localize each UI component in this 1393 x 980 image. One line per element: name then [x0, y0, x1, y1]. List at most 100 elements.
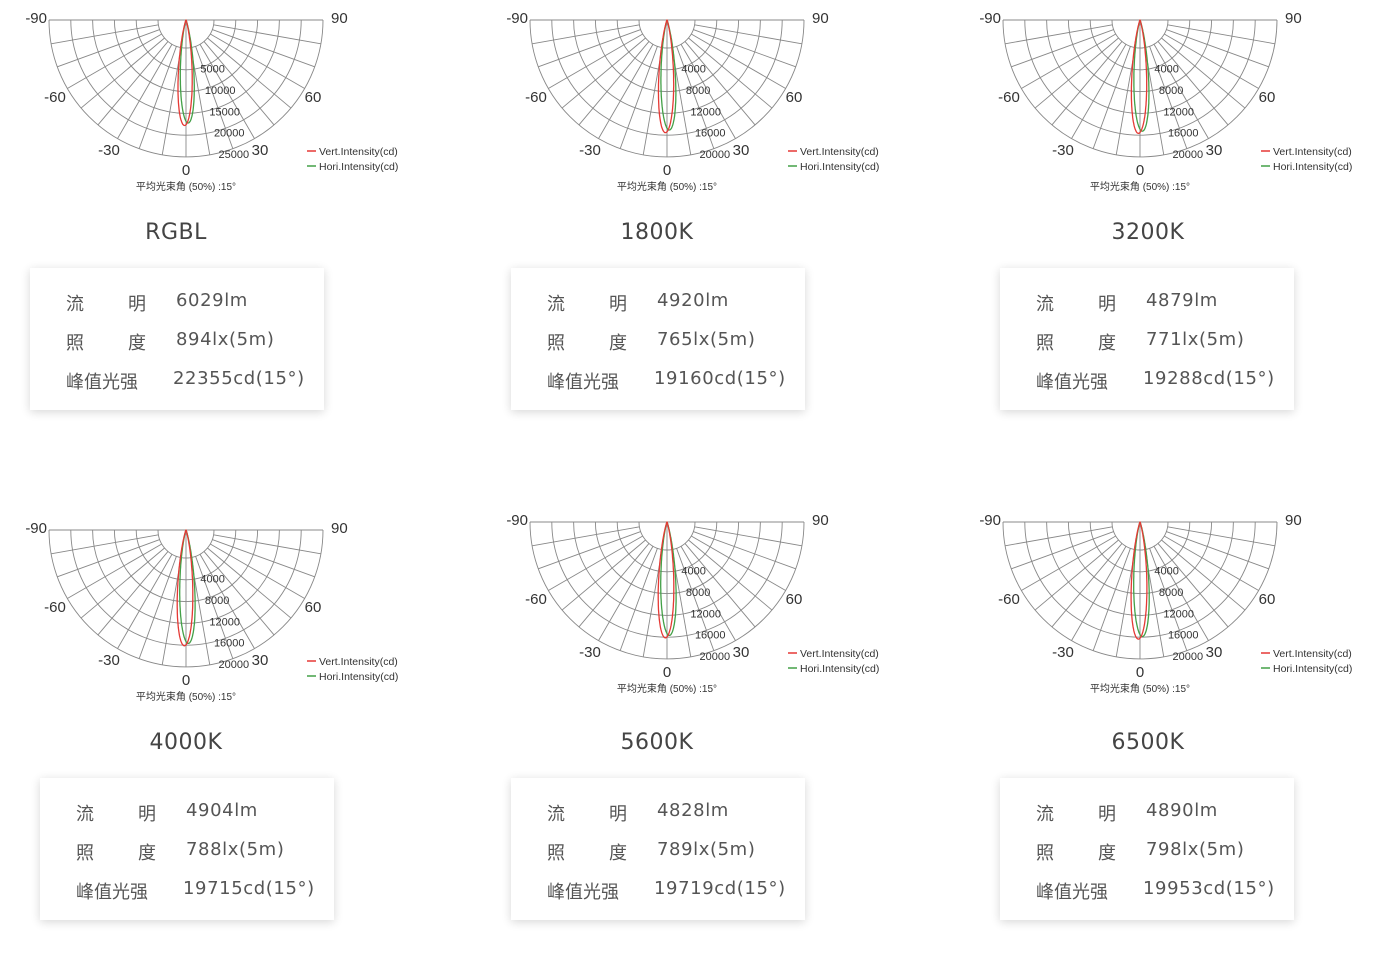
grid-spoke — [210, 33, 305, 89]
angle-tick-label: -90 — [25, 10, 47, 27]
grid-spoke — [598, 44, 654, 139]
grid-spoke — [67, 543, 162, 599]
spec-value-peak: 19719cd(15°) — [654, 878, 786, 899]
grid-spoke — [213, 534, 321, 555]
grid-spoke — [199, 44, 255, 139]
panel-title: 1800K — [620, 220, 694, 245]
grid-spoke — [578, 41, 650, 126]
radial-tick-label: 16000 — [695, 128, 726, 140]
radial-tick-label: 15000 — [209, 106, 240, 118]
angle-tick-label: 0 — [182, 672, 190, 689]
spec-label-peak: 峰值光强 — [547, 882, 619, 903]
spec-label-flux: 流明 — [547, 804, 627, 825]
grid-spoke — [693, 531, 796, 570]
angle-tick-label: 0 — [663, 162, 671, 179]
grid-spoke — [212, 539, 315, 578]
radial-tick-label: 12000 — [209, 616, 240, 628]
radial-tick-label: 4000 — [1154, 566, 1178, 578]
radial-tick-label: 16000 — [214, 638, 245, 650]
radial-tick-label: 16000 — [695, 630, 726, 642]
grid-spoke — [57, 29, 160, 68]
grid-spoke — [1092, 548, 1131, 651]
radial-tick-label: 20000 — [1172, 651, 1203, 663]
spec-value-illum: 789lx(5m) — [657, 839, 756, 860]
legend-label-vert: Vert.Intensity(cd) — [1273, 648, 1352, 660]
legend-label-hori: Hori.Intensity(cd) — [800, 161, 879, 173]
grid-spoke — [1164, 535, 1259, 591]
panel-title: 3200K — [1111, 220, 1185, 245]
legend-label-vert: Vert.Intensity(cd) — [1273, 146, 1352, 158]
spec-value-flux: 4920lm — [657, 290, 729, 311]
legend-label-vert: Vert.Intensity(cd) — [800, 648, 879, 660]
grid-spoke — [1161, 539, 1246, 611]
grid-spoke — [538, 29, 641, 68]
grid-spoke — [1157, 41, 1229, 126]
panel-title: 6500K — [1111, 730, 1185, 755]
spec-value-illum: 771lx(5m) — [1146, 329, 1245, 350]
radial-tick-label: 10000 — [205, 85, 236, 97]
spec-value-peak: 19953cd(15°) — [1143, 878, 1275, 899]
radial-tick-label: 12000 — [1163, 106, 1194, 118]
spec-value-flux: 4828lm — [657, 800, 729, 821]
angle-tick-label: 30 — [733, 644, 750, 661]
panel-1: -90 -60 -30 0 30 60 90 4000 8000 12000 16000 20000 V… — [481, 0, 911, 470]
grid-spoke — [117, 44, 173, 139]
radial-tick-label: 16000 — [1168, 128, 1199, 140]
spec-value-illum: 788lx(5m) — [186, 839, 285, 860]
grid-spoke — [213, 24, 321, 45]
radial-tick-label: 8000 — [1159, 587, 1183, 599]
legend-label-vert: Vert.Intensity(cd) — [319, 656, 398, 668]
grid-spoke — [676, 46, 715, 149]
spec-label-illum: 照度 — [547, 333, 627, 354]
angle-tick-label: -60 — [998, 591, 1020, 608]
angle-tick-label: -60 — [998, 89, 1020, 106]
grid-spoke — [138, 46, 177, 149]
radial-tick-label: 20000 — [218, 659, 249, 671]
grid-spoke — [1034, 539, 1119, 611]
grid-spoke — [1071, 44, 1127, 139]
grid-spoke — [138, 556, 177, 659]
grid-spoke — [97, 551, 169, 636]
grid-spoke — [212, 29, 315, 68]
radial-tick-label: 16000 — [1168, 630, 1199, 642]
grid-spoke — [693, 29, 796, 68]
spec-value-peak: 19160cd(15°) — [654, 368, 786, 389]
panel-3: -90 -60 -30 0 30 60 90 4000 8000 12000 16000 20000 V… — [0, 510, 430, 980]
spec-value-illum: 894lx(5m) — [176, 329, 275, 350]
grid-spoke — [1005, 526, 1113, 547]
angle-tick-label: 90 — [812, 10, 829, 27]
radial-tick-label: 12000 — [1163, 608, 1194, 620]
angle-tick-label: 90 — [1285, 10, 1302, 27]
grid-spoke — [548, 33, 643, 89]
legend-label-hori: Hori.Intensity(cd) — [319, 161, 398, 173]
spec-label-illum: 照度 — [1036, 333, 1116, 354]
spec-value-peak: 19715cd(15°) — [183, 878, 315, 899]
radial-tick-label: 8000 — [686, 587, 710, 599]
radial-tick-label: 4000 — [681, 566, 705, 578]
beam-angle-caption: 平均光束角 (50%) :15° — [617, 180, 717, 193]
spec-label-illum: 照度 — [547, 843, 627, 864]
radial-tick-label: 4000 — [1154, 64, 1178, 76]
radial-tick-label: 20000 — [699, 651, 730, 663]
grid-spoke — [1021, 535, 1116, 591]
angle-tick-label: -90 — [979, 10, 1001, 27]
spec-card: 流明 4904lm 照度 788lx(5m) 峰值光强 19715cd(15°) — [40, 778, 334, 920]
radial-tick-label: 12000 — [690, 608, 721, 620]
spec-label-peak: 峰值光强 — [66, 372, 138, 393]
grid-spoke — [680, 44, 736, 139]
grid-spoke — [1166, 531, 1269, 570]
grid-spoke — [161, 47, 182, 155]
legend-label-vert: Vert.Intensity(cd) — [800, 146, 879, 158]
panel-title: 4000K — [149, 730, 223, 755]
beam-angle-caption: 平均光束角 (50%) :15° — [1090, 682, 1190, 695]
spec-card: 流明 6029lm 照度 894lx(5m) 峰值光强 22355cd(15°) — [30, 268, 324, 410]
spec-value-flux: 4879lm — [1146, 290, 1218, 311]
angle-tick-label: 60 — [786, 89, 803, 106]
panel-title: 5600K — [620, 730, 694, 755]
series-line — [657, 19, 675, 134]
angle-tick-label: -30 — [579, 142, 601, 159]
panel-5: -90 -60 -30 0 30 60 90 4000 8000 12000 16000 20000 V… — [954, 510, 1384, 980]
grid-spoke — [1092, 46, 1131, 149]
angle-tick-label: -60 — [44, 89, 66, 106]
grid-spoke — [1153, 546, 1209, 641]
